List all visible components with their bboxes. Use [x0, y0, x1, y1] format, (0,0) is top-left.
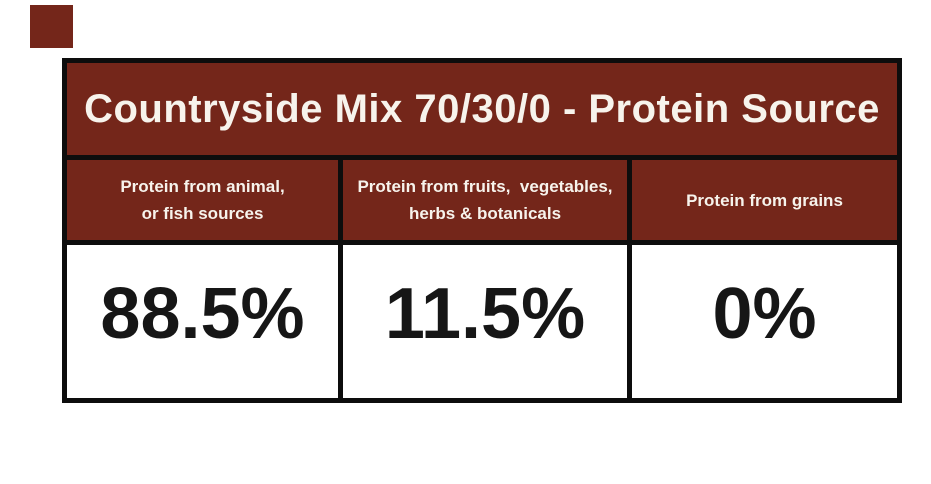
- protein-source-table: Countryside Mix 70/30/0 - Protein Source…: [62, 58, 902, 403]
- table-value-row: 88.5% 11.5% 0%: [67, 245, 897, 398]
- header-cell-fruits-vegetables: Protein from fruits, vegetables, herbs &…: [343, 160, 632, 240]
- table-title-row: Countryside Mix 70/30/0 - Protein Source: [67, 63, 897, 160]
- table-title: Countryside Mix 70/30/0 - Protein Source: [84, 86, 880, 131]
- value-cell-fruits-vegetables: 11.5%: [343, 245, 632, 398]
- percent-value: 88.5%: [100, 273, 305, 354]
- percent-value: 11.5%: [384, 273, 586, 354]
- header-label-line: Protein from grains: [686, 190, 843, 210]
- table-header-row: Protein from animal, or fish sources Pro…: [67, 160, 897, 245]
- header-label-line: herbs & botanicals: [408, 204, 562, 223]
- header-label-line: or fish sources: [141, 204, 264, 223]
- header-cell-animal-fish: Protein from animal, or fish sources: [67, 160, 343, 240]
- percent-value: 0%: [712, 273, 817, 354]
- value-cell-animal-fish: 88.5%: [67, 245, 343, 398]
- header-label-line: Protein from fruits, vegetables,: [357, 177, 613, 196]
- header-cell-grains: Protein from grains: [632, 160, 897, 240]
- corner-accent-square: [30, 5, 73, 48]
- header-label-line: Protein from animal,: [120, 177, 285, 196]
- value-cell-grains: 0%: [632, 245, 897, 398]
